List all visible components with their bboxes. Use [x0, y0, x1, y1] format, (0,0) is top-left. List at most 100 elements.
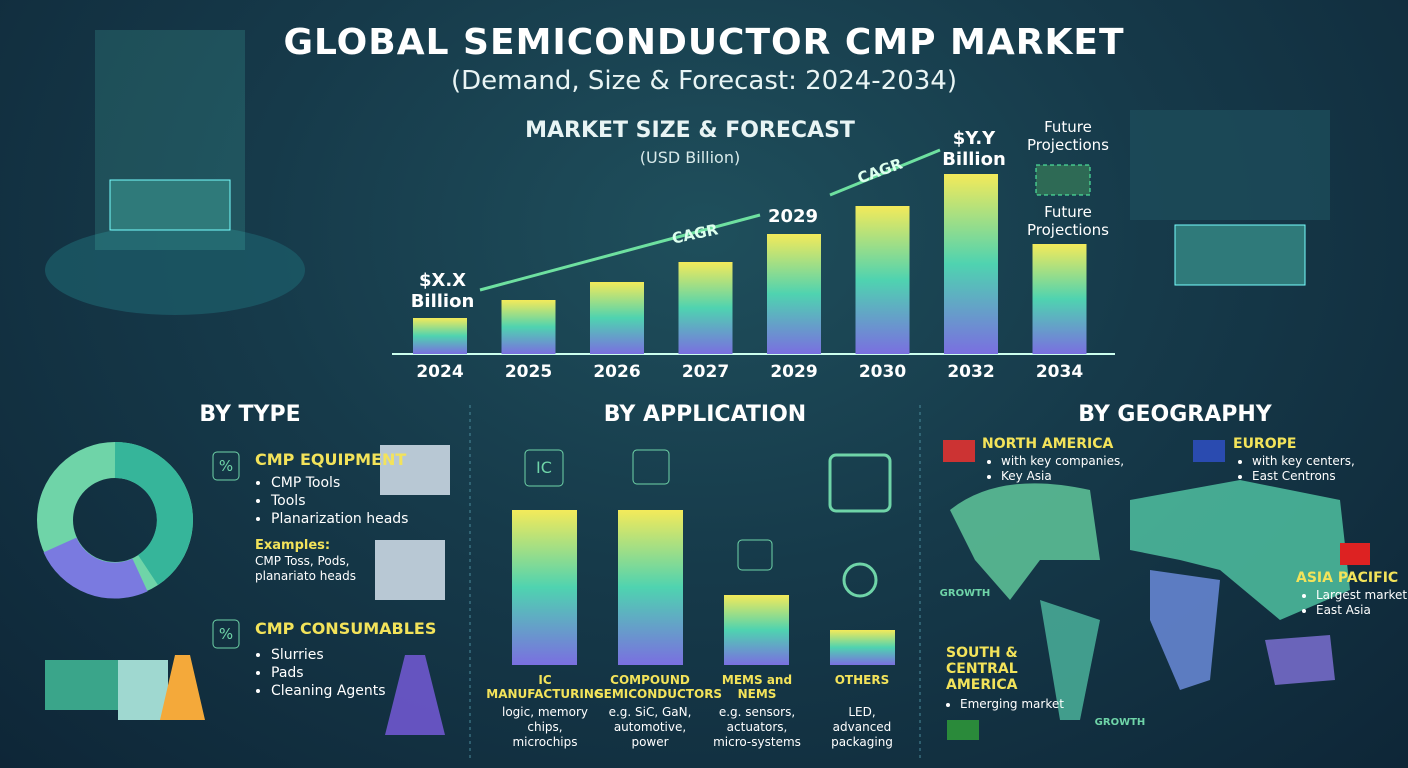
bar: [944, 174, 998, 354]
flask: [385, 655, 445, 735]
column: [830, 630, 895, 665]
jar: [118, 660, 168, 720]
chart-title: MARKET SIZE & FORECAST: [525, 118, 855, 143]
section-title: BY APPLICATION: [603, 402, 807, 427]
region-name: NORTH AMERICA: [982, 436, 1114, 452]
column: [724, 595, 789, 665]
cagr-arrow: [829, 148, 941, 197]
bar: [767, 234, 821, 354]
map-australia: [1265, 635, 1335, 685]
column: [618, 510, 683, 665]
icon-label: %: [218, 457, 234, 475]
bullet: with key companies,: [1001, 454, 1124, 469]
x-tick-label: 2026: [593, 362, 641, 382]
bullet: CMP Tools: [271, 474, 408, 492]
annotation: Future Projections: [1027, 203, 1109, 239]
application-name: MEMS and NEMS: [721, 673, 793, 701]
chart-subtitle: (USD Billion): [639, 148, 741, 167]
icon-label: %: [218, 625, 234, 643]
dashboard: [1130, 110, 1330, 220]
bullet: Slurries: [271, 646, 386, 664]
section-title: BY TYPE: [199, 402, 301, 427]
type-name: CMP EQUIPMENT: [255, 450, 407, 469]
icon-box: [212, 619, 240, 649]
chip: [1174, 224, 1306, 286]
chip-icon: [632, 449, 670, 485]
projection-box: [1035, 164, 1091, 196]
bar: [1032, 244, 1087, 354]
flag: [1193, 440, 1225, 462]
cagr-arrow: [479, 213, 761, 292]
map-south-america: [1040, 600, 1100, 720]
application-name: OTHERS: [834, 673, 890, 687]
map-eurasia: [1130, 480, 1350, 620]
bar: [678, 262, 733, 354]
chip-icon: [828, 453, 892, 513]
x-tick-label: 2032: [947, 362, 995, 382]
region-name: EUROPE: [1233, 436, 1297, 452]
bullet: with key centers,: [1252, 454, 1355, 469]
region-name: SOUTH & CENTRAL AMERICA: [946, 645, 1018, 693]
bullet-list: with key centers, East Centrons: [1236, 454, 1355, 484]
bullet: Tools: [271, 492, 408, 510]
gear-icon: [842, 562, 878, 598]
bullet: Pads: [271, 664, 386, 682]
application-desc: logic, memory chips, microchips: [502, 705, 588, 749]
annotation: Future Projections: [1027, 118, 1109, 154]
bullet-list: CMP Tools Tools Planarization heads: [255, 474, 408, 528]
annotation: 2029: [767, 206, 819, 227]
x-tick-label: 2024: [416, 362, 464, 382]
growth-label: GROWTH: [939, 588, 991, 599]
bar: [501, 300, 556, 354]
platform: [45, 225, 305, 315]
bullet: Key Asia: [1001, 469, 1124, 484]
flag: [1340, 543, 1370, 565]
flask: [160, 655, 205, 720]
chip-icon: [524, 449, 564, 487]
bullet: Emerging market: [960, 697, 1064, 712]
region-name: ASIA PACIFIC: [1296, 570, 1399, 586]
bullet-list: Emerging market: [944, 697, 1064, 712]
x-tick-label: 2029: [770, 362, 818, 382]
donut-segment: [43, 536, 148, 599]
bullet-list: Largest market East Asia: [1300, 588, 1407, 618]
map-north-america: [950, 483, 1100, 600]
x-tick-label: 2030: [858, 362, 907, 382]
chip: [109, 179, 231, 231]
annotation: $Y.Y Billion: [942, 128, 1006, 170]
application-name: IC MANUFACTURING: [486, 673, 604, 701]
machine: [375, 540, 445, 600]
x-tick-label: 2025: [504, 362, 553, 382]
bullet: Cleaning Agents: [271, 682, 386, 700]
chip-icon: [737, 539, 773, 571]
section-title: BY GEOGRAPHY: [1078, 402, 1272, 427]
machine: [380, 445, 450, 495]
bullet: Planarization heads: [271, 510, 408, 528]
donut-segment: [114, 442, 193, 585]
subtitle: (Demand, Size & Forecast: 2024-2034): [450, 66, 957, 96]
bullet-list: Slurries Pads Cleaning Agents: [255, 646, 386, 700]
x-tick-label: 2034: [1035, 362, 1084, 382]
flag: [947, 720, 979, 740]
type-name: CMP CONSUMABLES: [255, 619, 437, 638]
bullet: East Centrons: [1252, 469, 1355, 484]
bar: [855, 206, 910, 354]
bar: [590, 282, 644, 354]
annotation: $X.X Billion: [410, 270, 475, 312]
bullet: Largest market: [1316, 588, 1407, 603]
application-desc: e.g. SiC, GaN, automotive, power: [608, 705, 692, 749]
application-desc: e.g. sensors, actuators, micro-systems: [713, 705, 801, 749]
bar: [413, 318, 467, 354]
application-desc: LED, advanced packaging: [831, 705, 893, 749]
bullet-list: with key companies, Key Asia: [985, 454, 1124, 484]
icon-label: IC: [536, 458, 552, 477]
icon-box: [212, 451, 240, 481]
examples: CMP Toss, Pods, planariato heads: [255, 554, 356, 583]
title: GLOBAL SEMICONDUCTOR CMP MARKET: [283, 22, 1125, 63]
examples-title: Examples:: [255, 538, 331, 553]
growth-label: GROWTH: [1094, 717, 1146, 728]
bullet: East Asia: [1316, 603, 1407, 618]
map-africa: [1150, 570, 1220, 690]
